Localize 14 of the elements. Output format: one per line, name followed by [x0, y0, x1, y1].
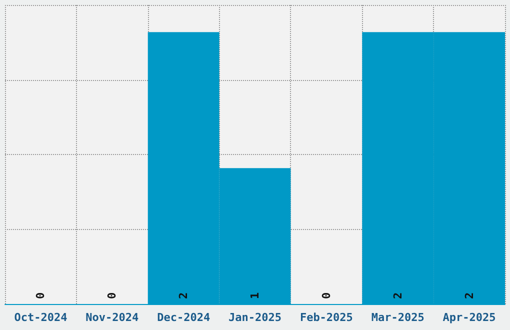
- x-tick-label: Apr-2025: [442, 311, 496, 324]
- x-tick-label: Feb-2025: [300, 311, 353, 324]
- x-tick-label: Nov-2024: [86, 311, 140, 324]
- data-label: 0: [320, 292, 333, 299]
- data-label: 2: [177, 292, 190, 299]
- data-label: 2: [462, 292, 476, 299]
- x-tick-label: Oct-2024: [14, 311, 68, 324]
- x-tick-label: Jan-2025: [228, 311, 282, 324]
- data-label: 0: [106, 292, 119, 299]
- data-label: 0: [34, 292, 48, 299]
- x-tick-label: Mar-2025: [371, 311, 424, 324]
- data-label: 2: [391, 292, 404, 299]
- data-label: 1: [248, 292, 262, 299]
- x-tick-label: Dec-2024: [157, 311, 210, 324]
